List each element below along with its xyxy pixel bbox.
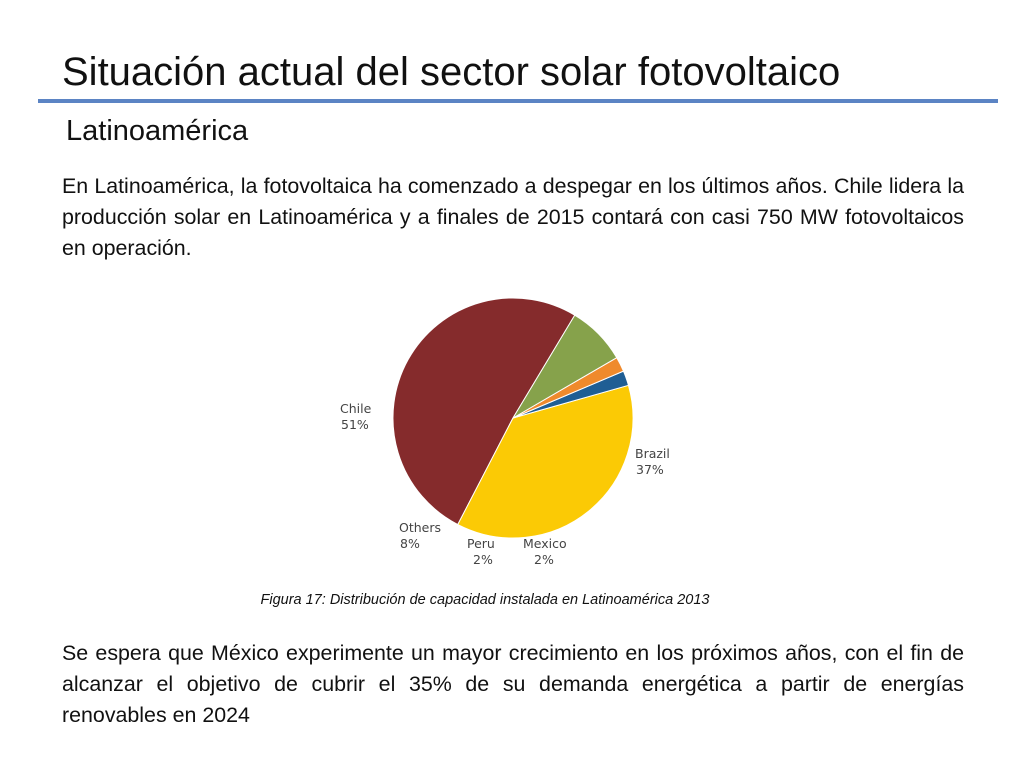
pie-slice-others <box>512 314 618 419</box>
pie-value-brazil: 37% <box>636 462 664 477</box>
pie-label-peru: Peru <box>467 536 495 551</box>
pie-slice-brazil <box>457 384 634 539</box>
pie-value-peru: 2% <box>473 552 493 567</box>
intro-paragraph: En Latinoamérica, la fotovoltaica ha com… <box>62 174 964 260</box>
slide-title: Situación actual del sector solar fotovo… <box>62 50 841 94</box>
pie-label-chile: Chile <box>340 401 372 416</box>
pie-chart: Chile 51% Brazil 37% Mexico 2% Peru 2% Others 8% <box>300 285 740 585</box>
pie-value-others: 8% <box>400 536 420 551</box>
pie-value-chile: 51% <box>341 417 369 432</box>
pie-value-mexico: 2% <box>534 552 554 567</box>
pie-label-others: Others <box>399 520 441 535</box>
outlook-paragraph: Se espera que México experimente un mayo… <box>62 641 964 727</box>
figure-caption: Figura 17: Distribución de capacidad ins… <box>260 592 710 608</box>
pie-label-mexico: Mexico <box>523 536 567 551</box>
pie-slice-chile <box>392 297 576 526</box>
pie-label-brazil: Brazil <box>635 446 670 461</box>
slide-subtitle: Latinoamérica <box>66 115 249 147</box>
title-underline <box>38 99 998 103</box>
